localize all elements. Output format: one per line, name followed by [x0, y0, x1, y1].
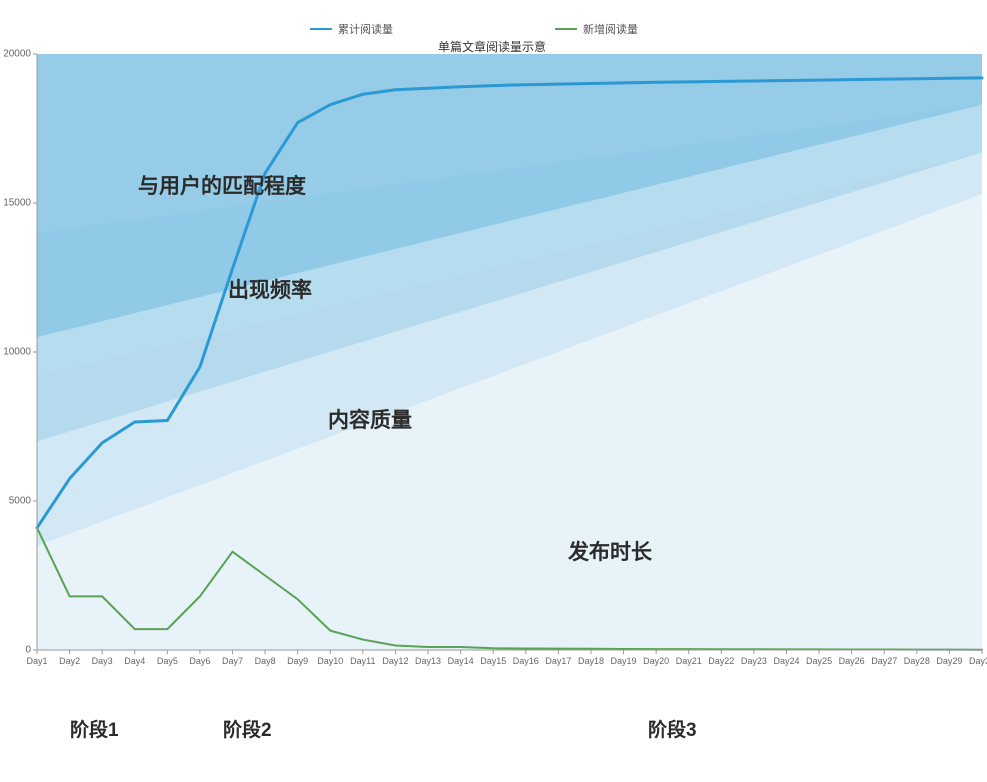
region-annotation: 发布时长	[568, 536, 652, 566]
phase-annotation: 阶段1	[70, 715, 119, 742]
xtick-label: Day16	[513, 656, 539, 666]
xtick-label: Day22	[708, 656, 734, 666]
xtick-label: Day6	[189, 656, 210, 666]
xtick-label: Day19	[611, 656, 637, 666]
legend-item-cumulative: 累计阅读量	[310, 21, 393, 37]
ytick-label: 10000	[3, 347, 31, 358]
xtick-label: Day24	[773, 656, 799, 666]
phase-annotation: 阶段3	[648, 715, 697, 742]
xtick-label: Day11	[350, 656, 375, 666]
xtick-label: Day15	[480, 656, 506, 666]
xtick-label: Day18	[578, 656, 604, 666]
xtick-label: Day27	[871, 656, 897, 666]
xtick-label: Day26	[839, 656, 865, 666]
legend-swatch-cumulative	[310, 28, 332, 30]
xtick-label: Day9	[287, 656, 308, 666]
ytick-label: 5000	[9, 496, 31, 507]
xtick-label: Day23	[741, 656, 767, 666]
xtick-label: Day10	[317, 656, 343, 666]
xtick-label: Day25	[806, 656, 832, 666]
xtick-label: Day3	[92, 656, 113, 666]
ytick-label: 20000	[3, 49, 31, 60]
ytick-label: 15000	[3, 198, 31, 209]
chart-plot	[37, 54, 982, 650]
xtick-label: Day29	[936, 656, 962, 666]
region-annotation: 内容质量	[328, 404, 412, 434]
legend-label-increment: 新增阅读量	[583, 21, 638, 37]
legend-swatch-increment	[555, 28, 577, 30]
xtick-label: Day28	[904, 656, 930, 666]
ytick-label: 0	[25, 645, 31, 656]
chart-title: 单篇文章阅读量示意	[438, 38, 546, 55]
xtick-label: Day7	[222, 656, 243, 666]
region-annotation: 与用户的匹配程度	[138, 170, 306, 200]
xtick-label: Day2	[59, 656, 80, 666]
xtick-label: Day13	[415, 656, 441, 666]
xtick-label: Day20	[643, 656, 669, 666]
xtick-label: Day5	[157, 656, 178, 666]
region-annotation: 出现频率	[228, 274, 312, 304]
legend-label-cumulative: 累计阅读量	[338, 21, 393, 37]
phase-annotation: 阶段2	[223, 715, 272, 742]
xtick-label: Day4	[124, 656, 145, 666]
xtick-label: Day14	[448, 656, 474, 666]
xtick-label: Day30	[969, 656, 987, 666]
xtick-label: Day8	[255, 656, 276, 666]
legend-item-increment: 新增阅读量	[555, 21, 638, 37]
xtick-label: Day1	[26, 656, 47, 666]
xtick-label: Day21	[676, 656, 702, 666]
xtick-label: Day17	[545, 656, 571, 666]
xtick-label: Day12	[382, 656, 408, 666]
